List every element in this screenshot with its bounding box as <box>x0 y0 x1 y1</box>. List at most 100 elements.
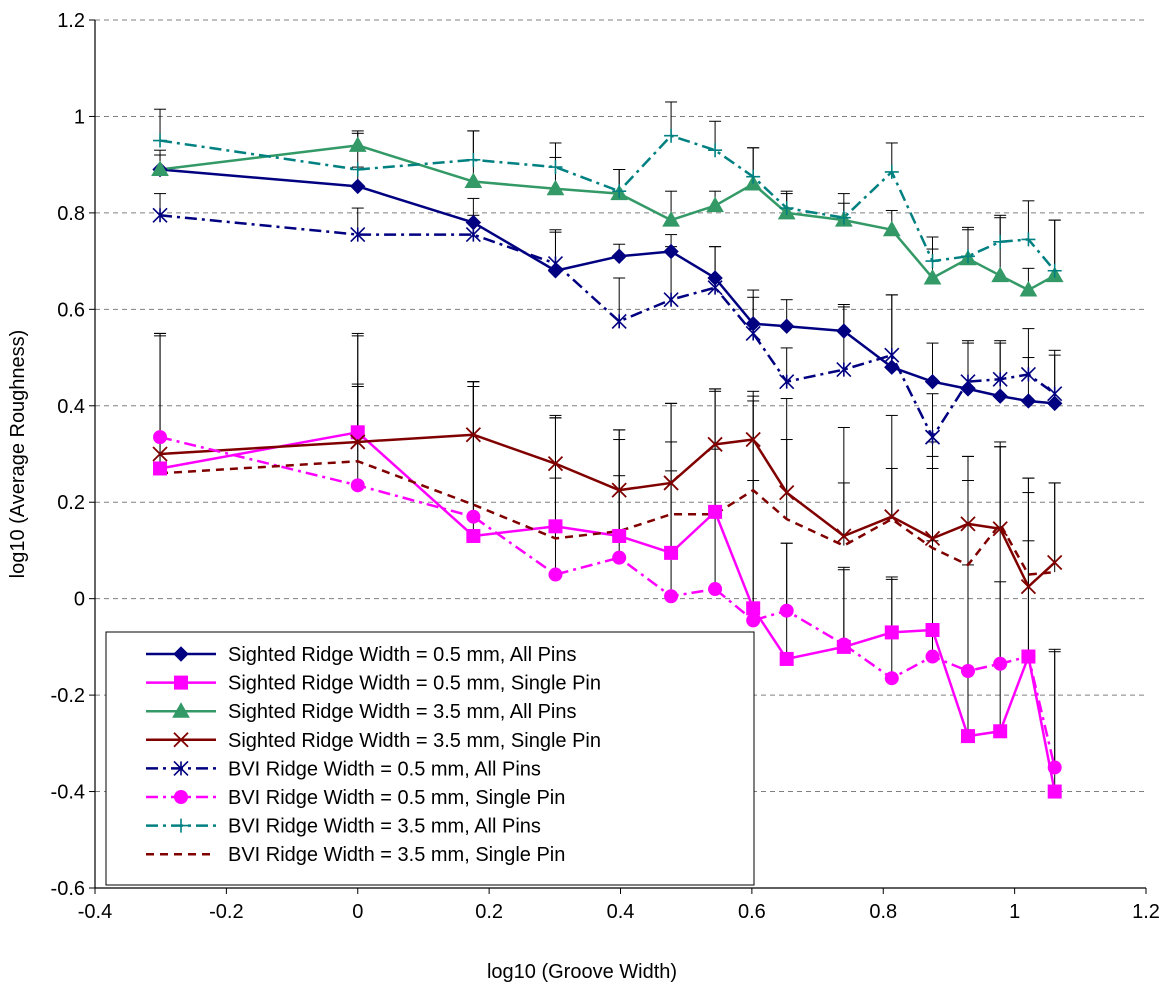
data-point <box>664 545 679 560</box>
data-point <box>836 323 852 339</box>
data-point <box>708 143 723 158</box>
series-line <box>159 214 1056 439</box>
series-line <box>159 431 1056 792</box>
data-point <box>663 243 679 260</box>
data-point <box>465 227 481 243</box>
data-point <box>466 528 481 543</box>
data-point <box>836 210 851 225</box>
data-point <box>991 266 1010 283</box>
data-point <box>174 675 188 690</box>
data-point <box>707 436 723 452</box>
data-point <box>745 325 761 342</box>
data-point <box>960 249 975 264</box>
data-point <box>992 521 1008 537</box>
data-point <box>925 254 940 269</box>
y-axis-title: log10 (Average Roughness) <box>7 330 29 579</box>
y-tick-label: 1 <box>74 106 85 128</box>
data-point <box>778 318 795 334</box>
data-point <box>350 478 365 493</box>
data-point <box>464 172 483 189</box>
data-point <box>465 214 482 231</box>
data-point <box>1020 578 1037 595</box>
data-point <box>174 818 188 833</box>
legend: Sighted Ridge Width = 0.5 mm, All Pins Si… <box>105 631 755 886</box>
data-point <box>960 729 975 744</box>
x-tick-label: 1.2 <box>1132 901 1160 923</box>
data-point <box>992 388 1008 404</box>
data-point <box>547 456 564 472</box>
data-point <box>152 207 168 223</box>
data-point <box>779 603 794 618</box>
series-line <box>159 144 1056 292</box>
data-point <box>924 429 941 445</box>
legend-label: BVI Ridge Width = 0.5 mm, All Pins <box>228 758 541 780</box>
data-point <box>960 516 976 532</box>
data-point <box>548 519 563 534</box>
legend-label: BVI Ridge Width = 3.5 mm, Single Pin <box>228 844 565 866</box>
data-point <box>923 268 942 285</box>
axes <box>89 19 1147 894</box>
data-point <box>836 362 852 378</box>
data-point <box>663 475 679 491</box>
data-point <box>1046 395 1063 412</box>
data-point <box>779 484 795 501</box>
data-point <box>746 169 761 184</box>
data-point <box>884 509 900 525</box>
data-point <box>153 430 168 445</box>
data-point <box>925 649 940 664</box>
data-point <box>1047 760 1062 775</box>
data-point <box>612 184 627 199</box>
data-point <box>173 760 189 776</box>
data-point <box>960 374 976 390</box>
data-point <box>611 482 627 498</box>
x-tick-label: 0.4 <box>607 901 635 923</box>
data-point <box>993 724 1008 739</box>
data-point <box>350 162 365 177</box>
series-line <box>159 435 1056 768</box>
data-point <box>664 128 679 143</box>
x-tick-label: 0 <box>352 901 363 923</box>
data-point <box>1047 263 1062 278</box>
data-point <box>925 623 940 638</box>
data-point <box>548 160 563 175</box>
y-tick-label: -0.4 <box>51 782 85 804</box>
series-line <box>159 433 1056 588</box>
data-point <box>992 371 1008 387</box>
data-point <box>1020 366 1036 382</box>
data-point <box>960 664 975 678</box>
x-tick-label: 1 <box>1009 901 1020 923</box>
tick-labels: -0.6-0.4-0.200.20.40.60.811.2-0.4 -0.2 0 0.… <box>51 10 1160 923</box>
legend-label: Sighted Ridge Width = 0.5 mm, All Pins <box>228 644 577 666</box>
data-point <box>612 528 627 543</box>
series-markers <box>151 128 1064 799</box>
data-point <box>348 136 367 152</box>
data-point <box>350 434 366 450</box>
legend-label: Sighted Ridge Width = 3.5 mm, Single Pin <box>228 730 601 752</box>
data-point <box>172 702 190 718</box>
y-tick-label: -0.6 <box>51 878 85 900</box>
legend-label: Sighted Ridge Width = 3.5 mm, All Pins <box>228 701 577 723</box>
x-tick-label: -0.2 <box>209 901 243 923</box>
data-point <box>1047 386 1063 402</box>
legend-label: BVI Ridge Width = 3.5 mm, All Pins <box>228 816 541 838</box>
data-point <box>746 601 761 616</box>
data-point <box>924 530 941 547</box>
data-point <box>708 504 723 519</box>
data-point <box>1047 784 1062 799</box>
x-axis-title: log10 (Groove Width) <box>487 961 677 983</box>
data-point <box>707 280 723 296</box>
data-point <box>779 374 795 390</box>
data-point <box>466 152 481 167</box>
data-point <box>993 234 1008 249</box>
y-tick-label: 0.8 <box>57 203 85 225</box>
data-point <box>708 582 723 597</box>
data-point <box>546 179 565 196</box>
data-point <box>173 732 189 748</box>
data-point <box>884 347 900 363</box>
data-point <box>611 248 627 264</box>
data-point <box>836 528 852 544</box>
data-point <box>664 589 679 604</box>
y-tick-label: 0.4 <box>57 396 85 418</box>
data-point <box>174 790 188 804</box>
data-point <box>1021 232 1036 247</box>
